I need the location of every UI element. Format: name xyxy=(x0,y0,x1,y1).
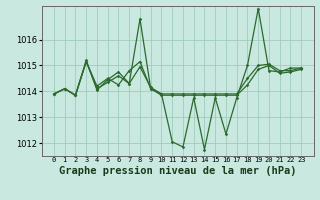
X-axis label: Graphe pression niveau de la mer (hPa): Graphe pression niveau de la mer (hPa) xyxy=(59,166,296,176)
